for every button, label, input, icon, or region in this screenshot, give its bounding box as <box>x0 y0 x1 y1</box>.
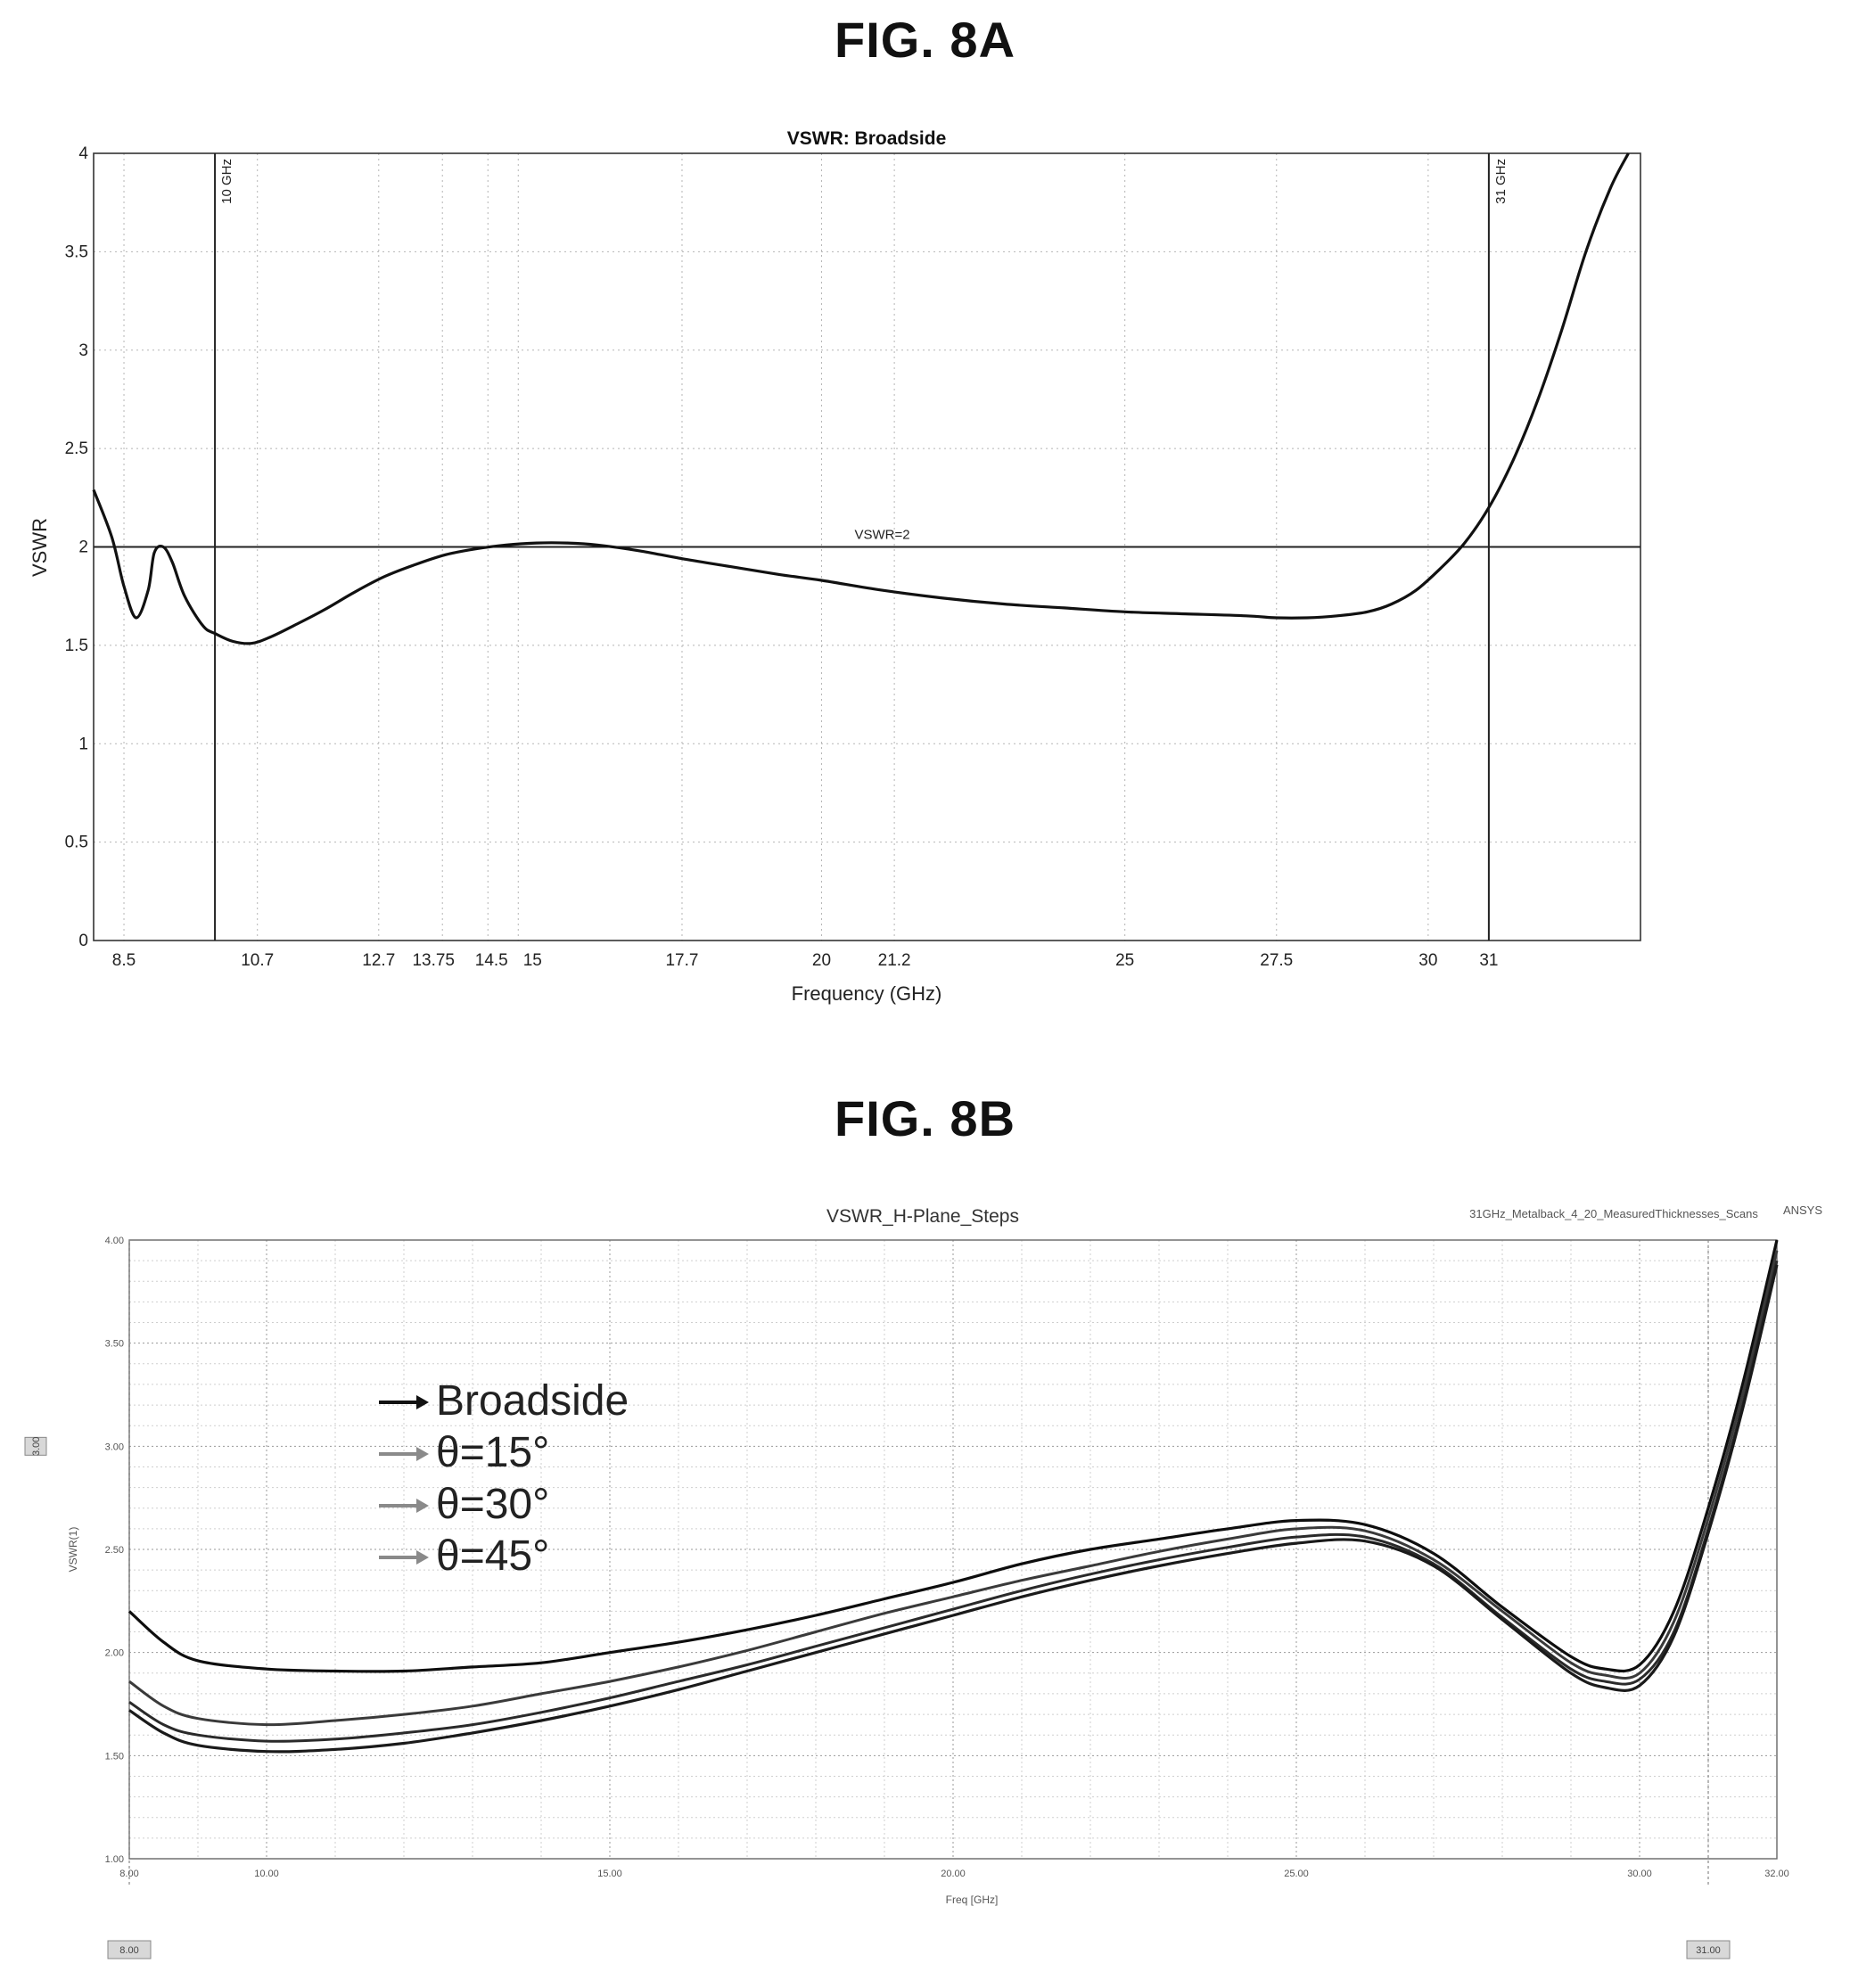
chart-a-markers: 10 GHz 31 GHz VSWR=2 <box>94 153 1640 941</box>
chart-b-series-line-2 <box>128 1250 1779 1727</box>
chart-a-y-axis-label: VSWR <box>29 518 51 577</box>
chart-a-x-tick-label: 31 <box>1479 951 1498 970</box>
chart-a-x-tick-label: 13.75 <box>412 951 455 970</box>
chart-a-x-tick-label: 30 <box>1418 951 1437 970</box>
chart-b-subtitle: 31GHz_Metalback_4_20_MeasuredThicknesses… <box>1469 1207 1758 1220</box>
chart-b-x-tick-label: 30.00 <box>1627 1869 1652 1879</box>
figure-b-title: FIG. 8B <box>834 1090 1016 1146</box>
chart-a-x-tick-label: 27.5 <box>1260 951 1293 970</box>
chart-b-x-tick-label: 15.00 <box>597 1869 622 1879</box>
chart-a-x-tick-label: 20 <box>812 951 831 970</box>
chart-b-marker-box <box>107 1940 152 1959</box>
chart-b-series <box>127 1239 1779 1754</box>
chart-b-y-tick-label: 1.00 <box>105 1854 124 1865</box>
chart-a-x-tick-label: 8.5 <box>112 951 136 970</box>
chart-a-y-tick-label: 4 <box>78 144 88 163</box>
chart-a-series <box>92 152 1630 645</box>
chart-b-x-tick-label: 20.00 <box>941 1869 966 1879</box>
chart-b-x-tick-label: 8.00 <box>119 1869 138 1879</box>
chart-b-legend-entry: θ=15° <box>436 1429 549 1476</box>
chart-a-y-tick-label: 0 <box>78 932 88 950</box>
chart-a-title: VSWR: Broadside <box>787 128 947 149</box>
chart-a-x-tick-label: 21.2 <box>878 951 911 970</box>
figure-a-title: FIG. 8A <box>834 12 1016 68</box>
chart-b-legend-arrow-icon <box>416 1447 429 1461</box>
chart-b-x-tick-label: 25.00 <box>1284 1869 1309 1879</box>
chart-b-x-tick-label: 32.00 <box>1764 1869 1789 1879</box>
chart-a-y-tick-label: 1.5 <box>65 637 88 655</box>
chart-a-x-tick-label: 25 <box>1115 951 1134 970</box>
chart-b-series-line-1 <box>127 1239 1779 1673</box>
chart-b-legend-arrow-icon <box>416 1499 429 1513</box>
chart-b-y-tick-label: 2.00 <box>105 1648 124 1659</box>
chart-b-y-tick-label: 4.00 <box>105 1236 124 1246</box>
chart-b-y-tick-label: 3.00 <box>105 1442 124 1452</box>
vswr-broadside-chart: 10 GHz 31 GHz VSWR=2 8.5 10.7 12.7 13.75 14.5 1… <box>29 128 1641 1005</box>
chart-a-y-tick-label: 3.5 <box>65 242 88 261</box>
chart-b-markers: 8.00 31.00 3.00 <box>24 1240 1731 1959</box>
chart-a-x-tick-label: 17.7 <box>665 951 698 970</box>
chart-b-legend-entry: θ=45° <box>436 1532 549 1580</box>
chart-a-y-tick-label: 1 <box>78 735 88 753</box>
chart-a-marker-label: 31 GHz <box>1493 159 1509 204</box>
chart-a-y-tick-label: 2 <box>78 538 88 557</box>
chart-b-legend-entry: θ=30° <box>436 1481 549 1528</box>
chart-b-grid <box>128 1239 1778 1860</box>
chart-b-title: VSWR_H-Plane_Steps <box>826 1206 1019 1227</box>
chart-b-marker-label: 8.00 <box>119 1945 138 1956</box>
chart-b-y-tick-label: 3.50 <box>105 1339 124 1350</box>
chart-b-x-tick-label: 10.00 <box>254 1869 279 1879</box>
chart-b-plot-frame <box>128 1239 1778 1860</box>
chart-a-marker-label: 10 GHz <box>219 159 234 204</box>
chart-b-y-tick-label: 1.50 <box>105 1751 124 1762</box>
chart-a-y-tick-label: 2.5 <box>65 439 88 458</box>
chart-b-legend-entry: Broadside <box>436 1377 629 1425</box>
chart-b-series-line-4 <box>128 1264 1779 1754</box>
chart-b-marker-box <box>1686 1940 1731 1959</box>
chart-b-marker-label: 31.00 <box>1696 1945 1721 1956</box>
chart-b-ticks: 8.00 10.00 15.00 20.00 25.00 30.00 32.00 1.00 1.… <box>105 1236 1789 1879</box>
chart-a-y-tick-label: 0.5 <box>65 834 88 852</box>
chart-b-marker-label: 3.00 <box>31 1437 42 1456</box>
chart-a-marker-label: VSWR=2 <box>854 528 909 543</box>
chart-b-y-tick-label: 2.50 <box>105 1545 124 1556</box>
chart-a-series-line <box>92 152 1630 645</box>
chart-a-x-tick-label: 15 <box>523 951 542 970</box>
chart-a-x-tick-label: 12.7 <box>362 951 395 970</box>
chart-a-y-tick-label: 3 <box>78 341 88 360</box>
chart-b-corner-label: ANSYS <box>1783 1203 1822 1217</box>
chart-a-x-tick-label: 14.5 <box>475 951 508 970</box>
chart-a-ticks: 8.5 10.7 12.7 13.75 14.5 15 17.7 20 21.2 25 27.5 30… <box>65 144 1499 970</box>
chart-b-y-axis-label: VSWR(1) <box>67 1527 79 1573</box>
chart-a-x-axis-label: Frequency (GHz) <box>792 982 942 1005</box>
chart-b-legend-arrow-icon <box>416 1550 429 1565</box>
chart-b-x-axis-label: Freq [GHz] <box>946 1894 999 1906</box>
chart-a-x-tick-label: 10.7 <box>241 951 274 970</box>
chart-b-series-line-3 <box>128 1260 1779 1743</box>
chart-b-marker-box <box>24 1436 47 1456</box>
chart-b-legend-arrow-icon <box>416 1395 429 1409</box>
